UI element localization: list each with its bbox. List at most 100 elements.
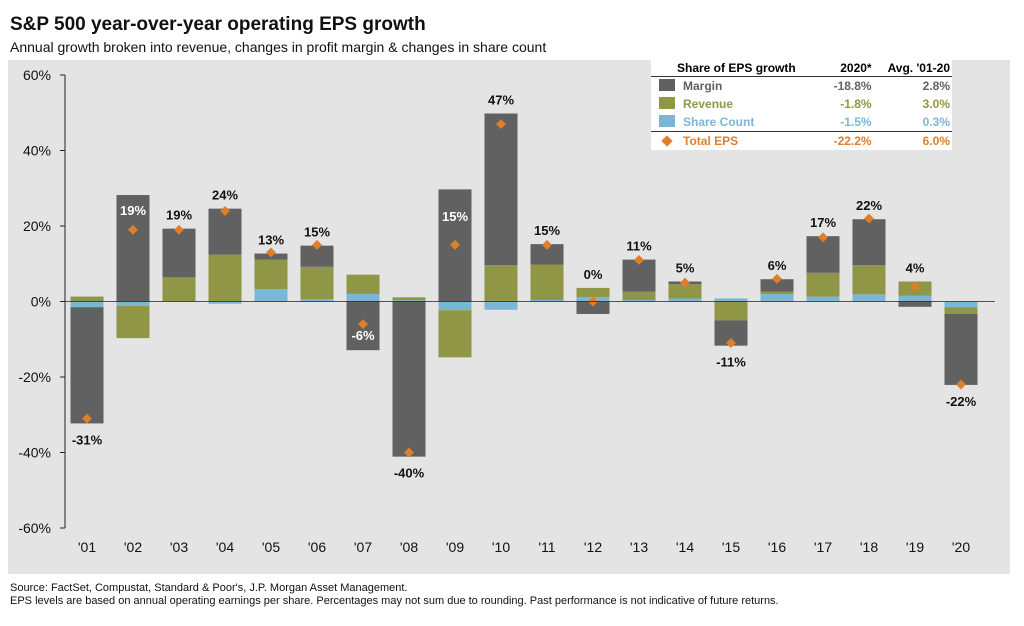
legend-avg-revenue: 3.0% bbox=[922, 97, 950, 111]
legend-text-total-eps: Total EPS bbox=[683, 134, 739, 148]
x-tick-label: '18 bbox=[860, 539, 878, 555]
total-eps-marker bbox=[910, 281, 920, 292]
bar-segment-revenue bbox=[392, 297, 426, 301]
bar-segment-revenue bbox=[944, 307, 978, 314]
x-tick-label: '03 bbox=[170, 539, 188, 555]
bar-segment-margin bbox=[852, 219, 886, 266]
bar-segment-share-count bbox=[622, 299, 656, 302]
legend-row-margin: Margin -18.8% 2.8% bbox=[651, 77, 952, 96]
total-eps-marker bbox=[726, 338, 736, 348]
y-tick-label: 20% bbox=[23, 218, 51, 234]
x-tick-label: '08 bbox=[400, 539, 418, 555]
x-tick-label: '05 bbox=[262, 539, 280, 555]
x-tick-label: '13 bbox=[630, 539, 648, 555]
total-eps-label: 19% bbox=[120, 203, 146, 218]
bar-segment-margin bbox=[622, 259, 656, 292]
x-tick-label: '20 bbox=[952, 539, 970, 555]
total-eps-label: 11% bbox=[626, 239, 652, 254]
bar-segment-share-count bbox=[254, 289, 288, 302]
bar-segment-share-count bbox=[852, 294, 886, 302]
y-tick-label: -20% bbox=[18, 369, 51, 385]
legend-avg-total-eps: 6.0% bbox=[873, 131, 952, 150]
bar-segment-margin bbox=[208, 208, 242, 255]
x-tick-label: '19 bbox=[906, 539, 924, 555]
legend-text-margin: Margin bbox=[683, 79, 723, 93]
total-eps-label: 17% bbox=[810, 215, 836, 230]
bar-segment-share-count bbox=[392, 300, 426, 302]
x-tick-label: '16 bbox=[768, 539, 786, 555]
total-eps-marker bbox=[772, 273, 782, 284]
bar-segment-margin bbox=[806, 236, 840, 273]
bar-segment-share-count bbox=[346, 293, 380, 302]
legend-row-total-eps: Total EPS -22.2% 6.0% bbox=[651, 131, 952, 150]
total-eps-label: 6% bbox=[768, 258, 787, 273]
total-eps-marker bbox=[450, 239, 460, 250]
bar-segment-margin bbox=[760, 279, 794, 292]
x-tick-label: '12 bbox=[584, 539, 602, 555]
total-eps-marker bbox=[864, 213, 874, 224]
bar-segment-revenue bbox=[484, 265, 518, 302]
x-tick-label: '01 bbox=[78, 539, 96, 555]
total-eps-label: -40% bbox=[394, 466, 425, 481]
bar-segment-margin bbox=[484, 113, 518, 266]
footnote-source: Source: FactSet, Compustat, Standard & P… bbox=[10, 582, 408, 594]
legend-2020-margin: -18.8% bbox=[833, 79, 872, 93]
eps-growth-chart: -60% -40% -20% 0% 20% 40% 60% -31% '01 19% '02 19% '… bbox=[18, 67, 995, 555]
bar-segment-revenue bbox=[162, 277, 196, 302]
bar-segment-revenue bbox=[300, 266, 334, 300]
bar-segment-margin bbox=[70, 307, 104, 424]
legend-label-revenue: Revenue bbox=[651, 95, 824, 113]
total-eps-label: 4% bbox=[906, 260, 925, 275]
bar-segment-margin bbox=[530, 244, 564, 265]
bar-segment-revenue bbox=[346, 274, 380, 294]
bar-segment-revenue bbox=[714, 301, 748, 321]
bar-segment-share-count bbox=[70, 301, 104, 308]
total-eps-marker bbox=[266, 247, 276, 258]
legend-avg-share-count: 0.3% bbox=[922, 115, 950, 129]
total-eps-marker bbox=[312, 239, 322, 250]
bar-segment-revenue bbox=[668, 284, 702, 299]
x-tick-label: '06 bbox=[308, 539, 326, 555]
y-tick-label: 40% bbox=[23, 143, 51, 159]
x-tick-label: '09 bbox=[446, 539, 464, 555]
footnote-disclaimer: EPS levels are based on annual operating… bbox=[10, 595, 779, 607]
total-eps-marker bbox=[680, 277, 690, 288]
bar-segment-revenue bbox=[116, 306, 150, 339]
total-eps-marker bbox=[128, 224, 138, 235]
total-eps-label: -22% bbox=[946, 394, 977, 409]
bar-segment-share-count bbox=[898, 295, 932, 302]
legend-label-total-eps: Total EPS bbox=[651, 131, 825, 150]
footnotes: Source: FactSet, Compustat, Standard & P… bbox=[10, 582, 810, 608]
y-tick-label: -60% bbox=[18, 520, 51, 536]
bar-segment-revenue bbox=[622, 291, 656, 300]
bar-segment-revenue bbox=[530, 264, 564, 300]
bar-segment-share-count bbox=[484, 301, 518, 310]
total-eps-marker bbox=[220, 205, 230, 216]
legend-header-avg: Avg. '01-20 bbox=[873, 60, 952, 77]
legend-row-revenue: Revenue -1.8% 3.0% bbox=[651, 95, 952, 113]
legend-label-margin: Margin bbox=[651, 77, 824, 96]
x-tick-label: '17 bbox=[814, 539, 832, 555]
x-tick-label: '14 bbox=[676, 539, 694, 555]
legend-2020-revenue: -1.8% bbox=[840, 97, 872, 111]
y-tick-label: 0% bbox=[31, 294, 51, 310]
bar-segment-share-count bbox=[116, 301, 150, 307]
bar-segment-revenue bbox=[254, 259, 288, 290]
bar-segment-share-count bbox=[300, 299, 334, 302]
bar-segment-revenue bbox=[208, 254, 242, 302]
chart-title: S&P 500 year-over-year operating EPS gro… bbox=[10, 14, 426, 35]
bar-segment-share-count bbox=[760, 293, 794, 302]
chart-subtitle: Annual growth broken into revenue, chang… bbox=[10, 39, 547, 55]
x-tick-label: '04 bbox=[216, 539, 234, 555]
legend-label-share-count: Share Count bbox=[651, 113, 824, 132]
total-eps-label: 5% bbox=[676, 260, 695, 275]
bar-segment-margin bbox=[116, 195, 150, 302]
total-eps-label: 19% bbox=[166, 208, 192, 223]
legend-text-revenue: Revenue bbox=[683, 97, 734, 111]
total-eps-marker bbox=[634, 255, 644, 265]
total-eps-label: 47% bbox=[488, 93, 514, 108]
bar-segment-revenue bbox=[576, 287, 610, 297]
x-tick-label: '07 bbox=[354, 539, 372, 555]
bar-segment-margin bbox=[898, 301, 932, 307]
total-eps-label: 15% bbox=[442, 209, 468, 224]
